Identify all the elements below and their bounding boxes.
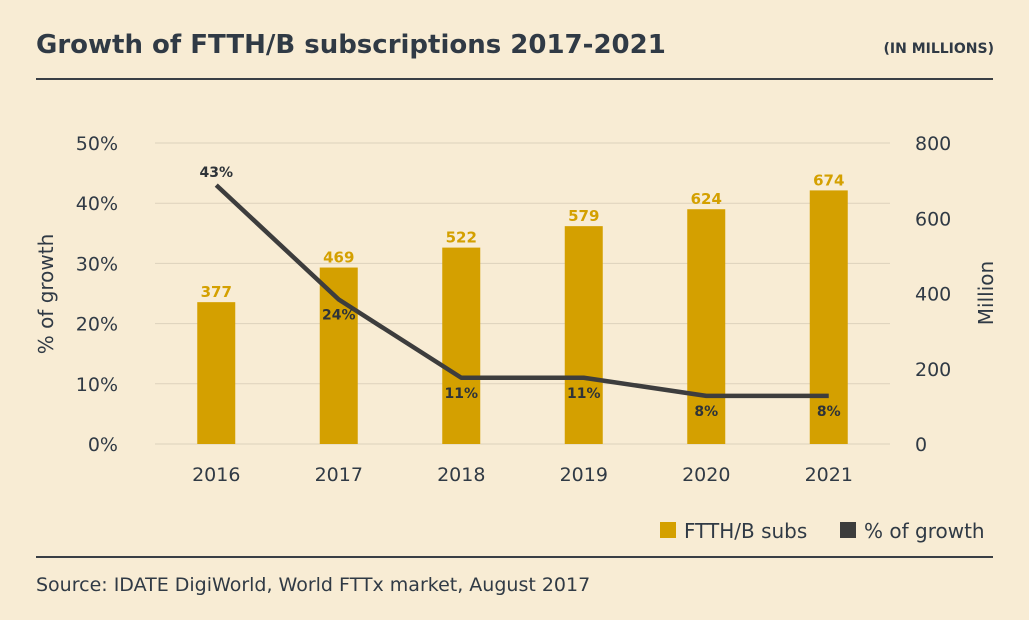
legend-label-bars: FTTH/B subs (684, 519, 807, 543)
bar (809, 190, 848, 444)
right-tick-label: 400 (915, 284, 951, 306)
left-tick-label: 50% (76, 133, 118, 155)
bar (564, 226, 603, 444)
growth-line-path (214, 183, 829, 399)
left-tick-label: 30% (76, 253, 118, 275)
bar-value-label: 469 (323, 249, 354, 267)
left-tick-label: 0% (88, 434, 118, 456)
top-divider (36, 78, 993, 80)
bottom-divider (36, 556, 993, 558)
chart-title: Growth of FTTH/B subscriptions 2017-2021 (36, 30, 666, 60)
left-axis-title: % of growth (34, 234, 58, 355)
legend: FTTH/B subs % of growth (660, 519, 985, 543)
bars (197, 190, 848, 444)
growth-value-label: 11% (567, 386, 601, 402)
bar-value-label: 624 (691, 190, 722, 208)
x-tick-label: 2016 (192, 464, 240, 486)
bar-value-label: 522 (446, 229, 477, 247)
growth-value-label: 8% (817, 404, 841, 420)
growth-value-label: 8% (694, 404, 718, 420)
grid-lines (155, 142, 890, 445)
right-tick-label: 0 (915, 434, 927, 456)
left-tick-label: 10% (76, 374, 118, 396)
data-labels: 377 469 522 579 624 674 43% 24% 11% 11% 8% 8% (199, 165, 844, 420)
growth-line (214, 183, 829, 399)
bar (197, 302, 236, 444)
bar (687, 209, 726, 444)
bar (319, 267, 358, 444)
x-tick-label: 2017 (315, 464, 363, 486)
chart-unit: (IN MILLIONS) (883, 41, 995, 57)
right-tick-label: 800 (915, 133, 951, 155)
legend-label-line: % of growth (864, 519, 985, 543)
bar-value-label: 377 (201, 283, 232, 301)
growth-value-label: 11% (444, 386, 478, 402)
legend-swatch-line (840, 522, 856, 538)
x-tick-label: 2020 (682, 464, 730, 486)
growth-value-label: 43% (199, 165, 233, 181)
x-tick-label: 2021 (805, 464, 853, 486)
bar-value-label: 579 (568, 207, 599, 225)
right-axis-title: Million (974, 261, 998, 325)
right-tick-label: 600 (915, 208, 951, 230)
left-tick-label: 20% (76, 314, 118, 336)
axes: 0% 10% 20% 30% 40% 50% 0 200 400 600 800 % of growt… (34, 133, 998, 486)
left-tick-label: 40% (76, 193, 118, 215)
growth-value-label: 24% (322, 308, 356, 324)
x-tick-label: 2019 (560, 464, 608, 486)
bar-value-label: 674 (813, 171, 844, 189)
source-note: Source: IDATE DigiWorld, World FTTx mark… (36, 574, 591, 596)
right-tick-label: 200 (915, 359, 951, 381)
x-tick-label: 2018 (437, 464, 485, 486)
legend-swatch-bars (660, 522, 676, 538)
bar (442, 247, 481, 444)
